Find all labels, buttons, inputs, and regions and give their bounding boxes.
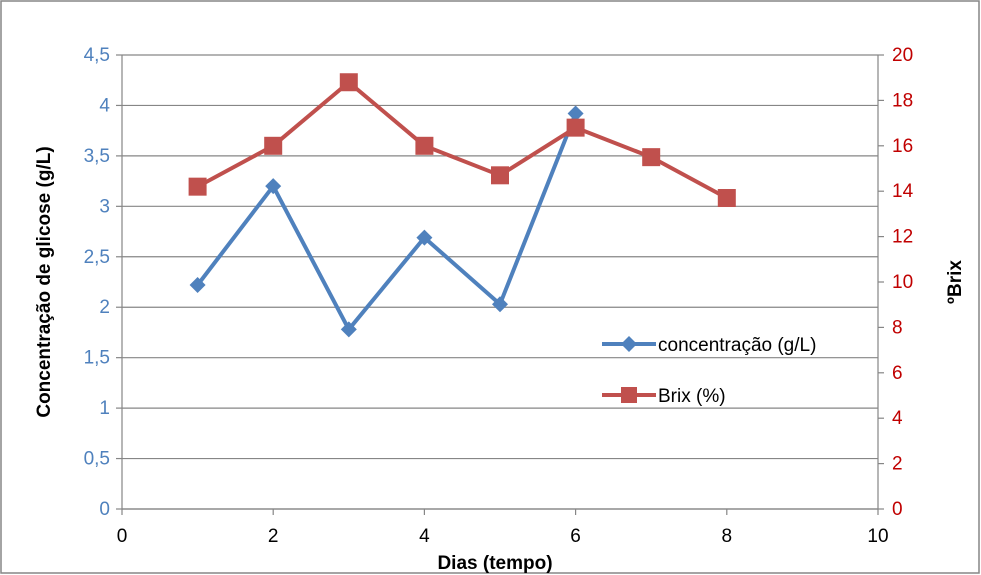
legend: concentração (g/L) Brix (%): [602, 335, 816, 407]
y-left-tick-label: 2: [99, 297, 110, 318]
data-point-square: [717, 189, 736, 208]
data-point-diamond: [189, 277, 206, 294]
data-point-square: [566, 118, 585, 137]
series-brix: [188, 73, 736, 208]
data-point-diamond: [492, 296, 508, 313]
y-left-tick-label: 3,5: [84, 146, 110, 167]
y-left-tick-label: 0,5: [84, 449, 110, 470]
y-right-tick-label: 0: [892, 499, 903, 520]
x-tick-label: 4: [419, 526, 430, 547]
y-axis-left-title: Concentração de glicose (g/L): [34, 146, 55, 417]
x-tick-label: 8: [722, 526, 733, 547]
data-point-square: [491, 166, 509, 185]
y-right-tick-label: 8: [892, 317, 903, 338]
y-left-tick-label: 2,5: [84, 247, 110, 268]
series-lines: [188, 73, 736, 338]
x-axis-title: Dias (tempo): [437, 553, 552, 574]
legend-label-concentracao: concentração (g/L): [658, 335, 816, 356]
data-point-square: [415, 136, 434, 155]
y-left-tick-label: 4,5: [84, 45, 110, 66]
y-left-tick-label: 3: [99, 196, 110, 217]
y-left-tick-label: 1,5: [84, 348, 110, 369]
x-tick-label: 6: [570, 526, 581, 547]
y-right-tick-label: 6: [892, 363, 903, 384]
data-point-diamond: [340, 321, 357, 338]
y-right-tick-label: 16: [892, 136, 913, 157]
x-tick-label: 10: [867, 526, 888, 547]
y-right-tick-label: 4: [892, 408, 903, 429]
data-point-square: [339, 73, 358, 92]
y-right-tick-label: 10: [892, 272, 913, 293]
y-right-tick-label: 2: [892, 454, 903, 475]
axes: [116, 54, 884, 515]
y-right-tick-label: 12: [892, 227, 913, 248]
data-point-diamond: [416, 229, 433, 246]
y-right-tick-label: 14: [892, 181, 914, 202]
series-line: [196, 112, 578, 332]
data-point-square: [642, 148, 661, 167]
y-left-tick-label: 4: [99, 95, 110, 116]
x-tick-label: 2: [268, 526, 279, 547]
x-tick-label: 0: [117, 526, 128, 547]
y-right-tick-label: 18: [892, 90, 913, 111]
data-point-square: [264, 136, 283, 155]
legend-marker-diamond: [621, 336, 637, 352]
series-line: [196, 80, 728, 200]
data-point-diamond: [265, 178, 282, 195]
y-right-tick-label: 20: [892, 45, 913, 66]
legend-label-brix: Brix (%): [658, 386, 726, 407]
y-axis-right-title: ºBrix: [945, 260, 966, 304]
y-left-tick-label: 0: [99, 499, 110, 520]
y-left-tick-label: 1: [99, 398, 110, 419]
tick-labels: 0 0,5 1 1,5 2 2,5 3 3,5 4 4,5 0 2 4 6 8 10 12 14 16 18 20 0 2 4…: [84, 45, 914, 547]
series-concentracao: [189, 105, 584, 338]
data-point-diamond: [567, 105, 584, 122]
data-point-square: [188, 177, 207, 196]
legend-marker-square: [621, 387, 637, 403]
